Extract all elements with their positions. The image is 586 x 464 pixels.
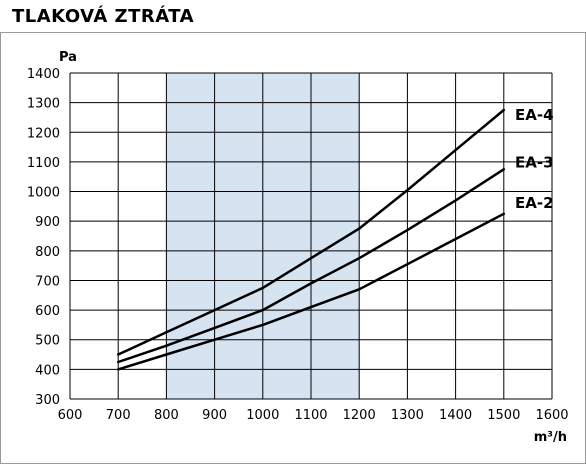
x-axis-label: m³/h [534, 430, 567, 445]
x-tick-label: 1600 [535, 408, 568, 423]
x-tick-label: 600 [58, 408, 83, 423]
y-tick-label: 600 [35, 304, 60, 319]
series-line-ea-4 [116, 108, 506, 356]
x-tick-label: 900 [202, 408, 227, 423]
x-tick-label: 1100 [294, 408, 327, 423]
y-tick-label: 400 [35, 363, 60, 378]
series-line-ea-2 [116, 212, 506, 371]
y-tick-label: 800 [35, 245, 60, 260]
x-tick-label: 1200 [343, 408, 376, 423]
pressure-loss-chart: 300 400 500 600 700 800 900 1000 1100 1200 1300 140… [27, 50, 569, 445]
series-label-ea-4: EA-4 [515, 106, 554, 124]
x-tick-label: 800 [154, 408, 179, 423]
x-tick-label: 1400 [439, 408, 472, 423]
chart-frame: 300 400 500 600 700 800 900 1000 1100 1200 1300 140… [0, 32, 586, 464]
y-tick-label: 300 [35, 393, 60, 408]
tick-labels-group: 300 400 500 600 700 800 900 1000 1100 1200 1300 140… [27, 67, 569, 423]
x-tick-label: 1000 [246, 408, 279, 423]
series-line-ea-3 [116, 168, 506, 364]
x-tick-label: 1500 [487, 408, 520, 423]
y-tick-label: 700 [35, 274, 60, 289]
y-tick-label: 900 [35, 215, 60, 230]
grid-group [69, 72, 553, 400]
y-tick-label: 500 [35, 334, 60, 349]
series-lines-group [116, 108, 506, 371]
chart-title: TLAKOVÁ ZTRÁTA [12, 6, 195, 27]
y-tick-label: 1400 [27, 67, 60, 82]
series-label-ea-3: EA-3 [515, 153, 554, 171]
series-label-ea-2: EA-2 [515, 194, 554, 212]
y-tick-label: 1100 [27, 156, 60, 171]
x-tick-label: 700 [106, 408, 131, 423]
y-tick-label: 1200 [27, 126, 60, 141]
y-tick-label: 1000 [27, 186, 60, 201]
series-labels-group: EA-4 EA-3 EA-2 [515, 106, 554, 212]
y-axis-label: Pa [59, 50, 77, 65]
y-tick-label: 1300 [27, 97, 60, 112]
x-tick-label: 1300 [391, 408, 424, 423]
